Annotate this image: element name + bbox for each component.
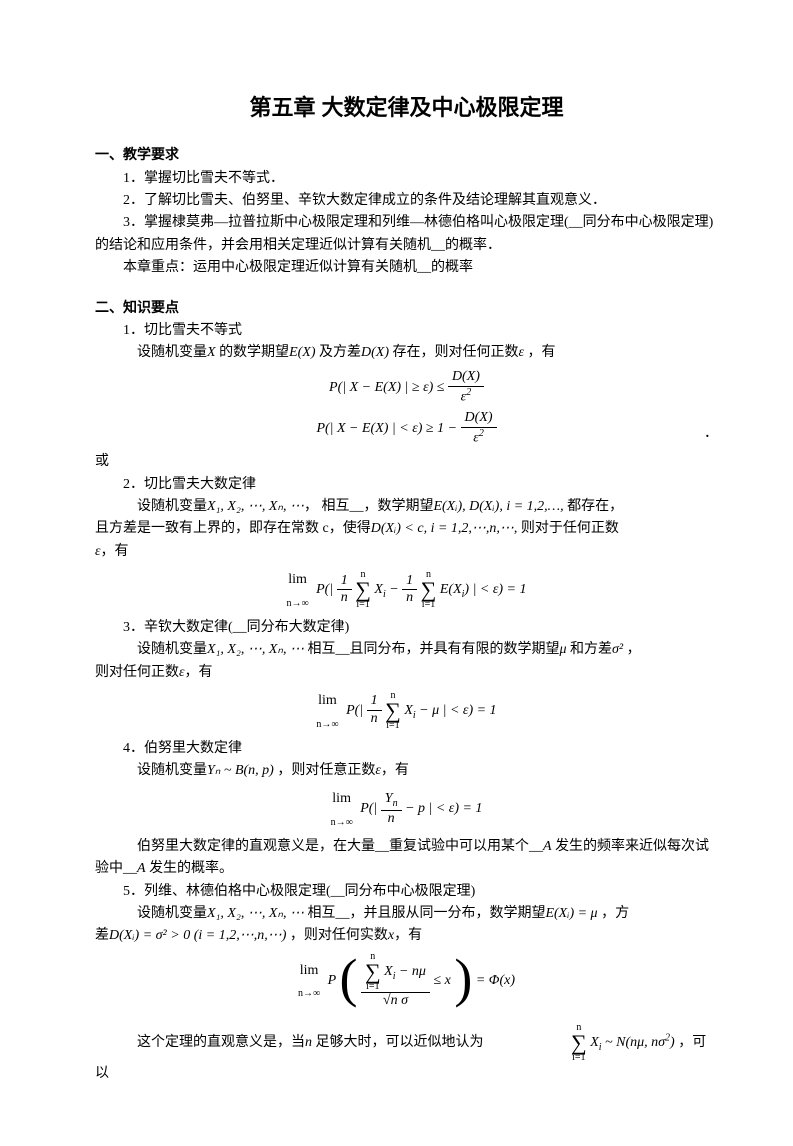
point-3-line1: 设随机变量X₁, X₂, ⋯, Xₙ, ⋯ 相互__且同分布，并具有有限的数学期…: [95, 639, 718, 661]
point-4-line1: 设随机变量Yₙ ~ B(n, p) ，则对任意正数ε，有: [95, 760, 718, 782]
point-2-line3: ε，有: [95, 541, 718, 563]
point-5-title: 5．列维、林德伯格中心极限定理(__同分布中心极限定理): [95, 881, 718, 903]
chebyshev-ineq-1: P(| X − E(X) | ≥ ε) ≤ D(X)ε2: [95, 369, 718, 406]
point-1-line1: 设随机变量X 的数学期望E(X) 及方差D(X) 存在，则对任何正数ε ，有: [95, 342, 718, 364]
req-3: 3．掌握棣莫弗—拉普拉斯中心极限定理和列维—林德伯格叫心极限定理(__同分布中心…: [95, 212, 718, 257]
chebyshev-ineq-2: P(| X − E(X) | < ε) ≥ 1 − D(X)ε2 ．: [95, 410, 718, 447]
or-label: 或: [95, 451, 718, 473]
point-2-line2: 且方差是一致有上界的，即存在常数 c，使得D(Xᵢ) < c, i = 1,2,…: [95, 518, 718, 540]
point-3-title: 3．辛钦大数定律(__同分布大数定律): [95, 617, 718, 639]
clt-formula: limn→∞ P ( n∑i=1 Xi − nμ √n σ ≤ x ) = Φ(…: [95, 952, 718, 1010]
req-2: 2．了解切比雪夫、伯努里、辛钦大数定律成立的条件及结论理解其直观意义．: [95, 190, 718, 212]
bernoulli-lln: limn→∞ P(| Ynn − p | < ε) = 1: [95, 786, 718, 832]
point-3-line2: 则对任何正数ε，有: [95, 662, 718, 684]
section-1-head: 一、教学要求: [95, 143, 718, 165]
point-4-meaning: 伯努里大数定律的直观意义是，在大量__重复试验中可以用某个__A 发生的频率来近…: [95, 836, 718, 881]
point-2-line1: 设随机变量X₁, X₂, ⋯, Xₙ, ⋯， 相互__，数学期望E(Xᵢ), D…: [95, 496, 718, 518]
point-4-title: 4．伯努里大数定律: [95, 738, 718, 760]
section-2-head: 二、知识要点: [95, 296, 718, 318]
point-2-title: 2．切比雪夫大数定律: [95, 474, 718, 496]
point-5-meaning: 这个定理的直观意义是，当n 足够大时，可以近似地认为 n∑i=1 Xi ~ N(…: [95, 1023, 718, 1085]
req-1: 1．掌握切比雪夫不等式．: [95, 168, 718, 190]
chebyshev-lln: limn→∞ P(| 1n n∑i=1 Xi − 1n n∑i=1 E(Xi) …: [95, 567, 718, 613]
req-focus: 本章重点：运用中心极限定理近似计算有关随机__的概率: [95, 257, 718, 279]
chapter-title: 第五章 大数定律及中心极限定理: [95, 90, 718, 125]
point-5-line1: 设随机变量X₁, X₂, ⋯, Xₙ, ⋯ 相互__，并且服从同一分布，数学期望…: [95, 903, 718, 925]
khinchin-lln: limn→∞ P(| 1n n∑i=1 Xi − μ | < ε) = 1: [95, 688, 718, 734]
point-5-line2: 差D(Xᵢ) = σ² > 0 (i = 1,2,⋯,n,⋯) ，则对任何实数x…: [95, 925, 718, 947]
point-1-title: 1．切比雪夫不等式: [95, 320, 718, 342]
document-page: 第五章 大数定律及中心极限定理 一、教学要求 1．掌握切比雪夫不等式． 2．了解…: [0, 0, 793, 1146]
